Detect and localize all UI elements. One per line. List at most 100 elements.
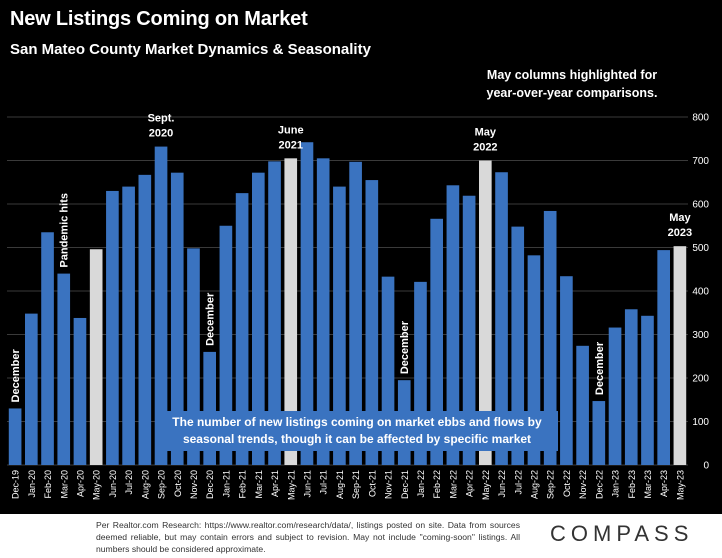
bar [57, 273, 71, 465]
bar [349, 161, 362, 465]
y-tick-label: 500 [692, 243, 709, 254]
bar [24, 313, 38, 465]
bar [560, 276, 573, 465]
y-tick-label: 200 [692, 374, 709, 385]
bar [235, 193, 249, 465]
x-tick-label: Oct-21 [367, 470, 377, 497]
x-tick-label: Jan-21 [221, 470, 231, 498]
x-tick-label: Feb-23 [627, 470, 637, 499]
source-note: Per Realtor.com Research: https://www.re… [96, 520, 520, 554]
grid-lines [7, 116, 688, 466]
x-tick-label: Aug-22 [529, 470, 539, 499]
x-tick-label: Dec-22 [594, 470, 604, 499]
chart-subtitle: San Mateo County Market Dynamics & Seaso… [10, 41, 371, 58]
x-tick-label: May-20 [92, 470, 102, 500]
x-tick-label: Feb-20 [43, 470, 53, 499]
x-tick-label: Jun-22 [497, 470, 507, 498]
bar [138, 174, 152, 466]
x-tick-label: Mar-20 [59, 470, 69, 499]
x-tick-label: Jul-21 [319, 470, 329, 495]
bar [73, 317, 87, 465]
callout: The number of new listings coming on mar… [156, 411, 558, 451]
x-tick-label: Apr-22 [465, 470, 475, 497]
annotation-label: 2023 [668, 227, 692, 239]
highlight-note: May columns highlighted for year-over-ye… [486, 68, 658, 100]
x-tick-label: Dec-21 [400, 470, 410, 499]
x-tick-label: Apr-23 [659, 470, 669, 497]
x-tick-label: Aug-21 [335, 470, 345, 499]
x-tick-label: Oct-20 [173, 470, 183, 497]
bar [284, 158, 298, 465]
annotation-label: December [399, 320, 411, 374]
annotation-label: 2020 [149, 128, 173, 140]
bar [170, 172, 184, 465]
bar [122, 186, 135, 465]
y-tick-label: 100 [692, 417, 709, 428]
bar [219, 225, 233, 465]
bar [624, 309, 638, 465]
bar [511, 226, 525, 465]
chart-panel: New Listings Coming on Market San Mateo … [0, 0, 722, 514]
x-tick-label: Nov-22 [578, 470, 588, 499]
x-tick-label: Jul-22 [513, 470, 523, 495]
y-tick-label: 400 [692, 287, 709, 298]
annotation-label: December [205, 292, 217, 346]
bar [333, 186, 346, 465]
bar-chart: 0 100 200 300 400 500 600 700 800 Dec-19 Jan-20 Feb… [7, 113, 710, 501]
bar [657, 250, 671, 465]
x-tick-label: May-23 [675, 470, 685, 500]
bar [365, 180, 379, 465]
bar [8, 408, 22, 465]
y-tick-label: 800 [692, 113, 709, 124]
bar [41, 232, 54, 465]
x-tick-label: Sep-21 [351, 470, 361, 499]
bars [8, 142, 687, 466]
y-tick-label: 700 [692, 156, 709, 167]
annotation-label: December [594, 341, 606, 395]
callout-box [156, 411, 558, 451]
bar [543, 210, 557, 465]
x-tick-label: Sep-20 [157, 470, 167, 499]
x-tick-label: Jan-22 [416, 470, 426, 498]
x-tick-label: Nov-21 [384, 470, 394, 499]
x-tick-label: Jun-20 [108, 470, 118, 498]
x-tick-label: May-22 [481, 470, 491, 500]
annotation-label: 2022 [473, 142, 497, 154]
x-tick-label: Dec-20 [205, 470, 215, 499]
axis-ticks: 0 100 200 300 400 500 600 700 800 Dec-19 Jan-20 Feb… [11, 113, 710, 501]
bar [251, 172, 265, 465]
x-tick-label: Jun-21 [302, 470, 312, 498]
x-tick-label: Oct-22 [562, 470, 572, 497]
x-tick-label: Feb-21 [238, 470, 248, 499]
x-tick-label: Nov-20 [189, 470, 199, 499]
annotations: December Pandemic hits Sept. 2020 December Ju… [10, 113, 692, 403]
chart-title: New Listings Coming on Market [10, 8, 308, 30]
x-tick-label: Mar-23 [643, 470, 653, 499]
x-tick-label: Feb-22 [432, 470, 442, 499]
bar [187, 248, 200, 465]
x-tick-label: Jan-20 [27, 470, 37, 498]
bar [268, 161, 281, 465]
x-tick-label: Mar-21 [254, 470, 264, 499]
bar [316, 158, 330, 465]
callout-text: The number of new listings coming on mar… [172, 415, 542, 451]
bar [641, 315, 654, 465]
bar [430, 218, 444, 465]
annotation-label: Pandemic hits [59, 193, 71, 268]
footer: Per Realtor.com Research: https://www.re… [0, 514, 722, 558]
x-tick-label: Sep-22 [546, 470, 556, 499]
annotation-label: May [669, 212, 691, 224]
x-tick-label: Mar-22 [448, 470, 458, 499]
y-tick-label: 0 [703, 461, 709, 472]
annotation-label: 2021 [279, 139, 303, 151]
x-tick-label: Aug-20 [140, 470, 150, 499]
y-tick-label: 300 [692, 330, 709, 341]
bar [576, 345, 589, 465]
bar [446, 185, 460, 466]
bar [462, 195, 476, 466]
bar [673, 246, 687, 465]
x-tick-label: Apr-21 [270, 470, 280, 497]
x-tick-label: Jul-20 [124, 470, 134, 495]
bar [154, 146, 168, 465]
annotation-label: May [475, 127, 497, 139]
